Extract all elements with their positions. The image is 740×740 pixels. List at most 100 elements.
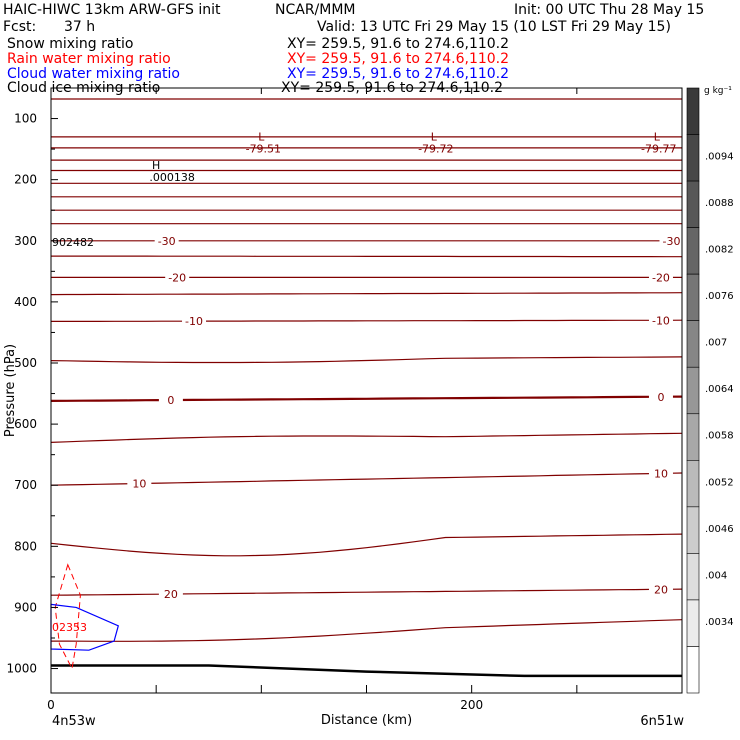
colorbar-cell [686, 180, 700, 228]
contour-label-bg [182, 314, 207, 328]
y-tick-label: 100 [14, 112, 37, 126]
x-start-location: 4n53w [52, 714, 96, 729]
contour-label: -20 [652, 271, 670, 284]
contour-label-bg [659, 233, 684, 247]
contour-label-bg [165, 270, 190, 284]
y-tick-label: 200 [14, 173, 37, 187]
contour-label: -30 [662, 235, 680, 248]
colorbar-label: .004 [705, 570, 727, 581]
isotherm-line [50, 432, 683, 443]
y-tick-label: 500 [14, 356, 37, 370]
x-tick-label: 0 [47, 698, 55, 712]
contour-label-bg [127, 476, 152, 490]
plot-frame [50, 87, 683, 694]
isotherm-line--10 [51, 319, 683, 322]
terrain-line [51, 664, 682, 678]
field-snow-name: Snow mixing ratio [7, 36, 134, 52]
colorbar-cell [686, 227, 700, 275]
y-tick-label: 400 [14, 295, 37, 309]
colorbar-cell [686, 320, 700, 368]
contour-label: 20 [654, 583, 668, 596]
colorbar-label: .0046 [705, 524, 734, 535]
contour-layer: -30 -30 -20 -20 -10 -10 0 0 10 10 20 20 [50, 98, 684, 678]
x-tick-label: 200 [460, 698, 483, 712]
colorbar-cell [686, 599, 700, 647]
colorbar-cell [686, 646, 700, 694]
contour-label: 10 [654, 467, 668, 480]
valid-time: Valid: 13 UTC Fri 29 May 15 (10 LST Fri … [317, 19, 671, 35]
x-axis-label: Distance (km) [321, 713, 412, 728]
field-max-annotation: 02353 [52, 621, 87, 634]
org-label: NCAR/MMM [275, 2, 356, 18]
colorbar-cell [686, 413, 700, 461]
colorbar: .0094 .0088 .0082 .0076 .007 .0064 .0058 .0052.… [686, 86, 734, 694]
colorbar-label: .0082 [705, 245, 734, 256]
contour-label-bg [648, 270, 673, 284]
field-rain-name: Rain water mixing ratio [7, 51, 171, 67]
y-tick-label: 700 [14, 478, 37, 492]
colorbar-label: .0088 [705, 198, 734, 209]
low-marker: L [654, 130, 661, 143]
isotherm-line-10 [50, 472, 683, 486]
contour-label: 20 [164, 588, 178, 601]
field-snow-xy: XY= 259.5, 91.6 to 274.6,110.2 [287, 36, 510, 52]
isotherm-line [50, 533, 683, 557]
rain-water-contour [54, 563, 81, 671]
colorbar-cell [686, 273, 700, 321]
x-end-location: 6n51w [640, 714, 684, 729]
y-tick-label: 300 [14, 234, 37, 248]
contour-label: -20 [168, 271, 186, 284]
low-value: -79.72 [418, 142, 453, 155]
y-tick-label: 800 [14, 539, 37, 553]
low-marker: L [258, 130, 265, 143]
contour-label-bg [648, 313, 673, 327]
field-cloudwater-xy: XY= 259.5, 91.6 to 274.6,110.2 [287, 66, 510, 82]
contour-label-bg [158, 393, 183, 407]
y-tick-label: 1000 [6, 662, 37, 676]
colorbar-cell [686, 87, 700, 135]
field-cloudwater-name: Cloud water mixing ratio [7, 66, 180, 82]
field-max-annotation: 902482 [52, 236, 94, 249]
contour-label: -30 [158, 235, 176, 248]
colorbar-cell [686, 134, 700, 182]
low-value: -79.77 [641, 142, 676, 155]
colorbar-label: .007 [705, 338, 727, 349]
isotherm-line-20 [50, 588, 683, 596]
isotherm-line [50, 356, 683, 364]
contour-label: -10 [652, 314, 670, 327]
isotherm-line [50, 292, 683, 296]
colorbar-cell [686, 553, 700, 601]
high-marker: H [152, 159, 160, 172]
y-axis-label: Pressure (hPa) [3, 344, 18, 437]
colorbar-label: .0076 [705, 291, 734, 302]
contour-label: 10 [132, 478, 146, 491]
colorbar-label: .0064 [705, 384, 734, 395]
colorbar-unit: g kg⁻¹ [704, 86, 732, 96]
colorbar-cell [686, 460, 700, 508]
chart-title: HAIC-HIWC 13km ARW-GFS init [3, 2, 221, 18]
fcst-label: Fcst: [3, 19, 37, 35]
contour-label-bg [648, 389, 673, 403]
field-rain-xy: XY= 259.5, 91.6 to 274.6,110.2 [287, 51, 510, 67]
colorbar-cell [686, 506, 700, 554]
fcst-value: 37 h [64, 19, 96, 35]
isotherm-line [51, 619, 683, 642]
contour-label: 0 [167, 394, 174, 407]
contour-label-bg [158, 587, 183, 601]
y-tick-label: 900 [14, 600, 37, 614]
contour-label: 0 [657, 391, 664, 404]
contour-label-bg [648, 582, 673, 596]
contour-label: -10 [185, 315, 203, 328]
colorbar-label: .0094 [705, 151, 734, 162]
colorbar-label: .0034 [705, 617, 734, 628]
colorbar-label: .0058 [705, 431, 734, 442]
low-marker: L [431, 130, 438, 143]
low-value: -79.51 [246, 142, 281, 155]
high-value: .000138 [149, 171, 195, 184]
init-time: Init: 00 UTC Thu 28 May 15 [514, 2, 705, 18]
isotherm-line [51, 255, 682, 258]
y-tick-label: 600 [14, 417, 37, 431]
isotherm-line-0 [50, 395, 683, 402]
